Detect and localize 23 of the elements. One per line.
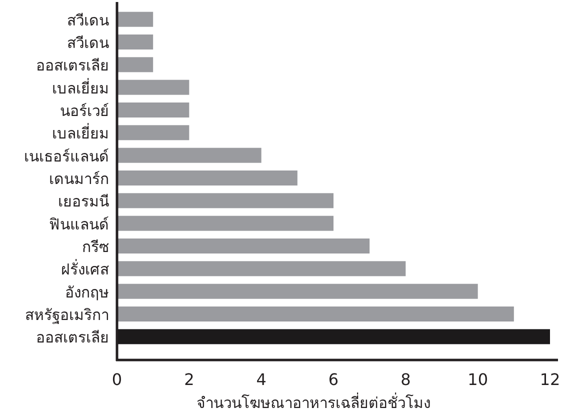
y-tick-label: สหรัฐอเมริกา [25, 306, 109, 324]
y-tick-label: ออสเตรเลีย [36, 328, 109, 347]
y-tick-label: เดนมาร์ก [49, 170, 109, 188]
x-tick-label: 10 [468, 370, 488, 389]
x-tick-label: 6 [328, 370, 339, 389]
y-tick-label: เบลเยี่ยม [52, 122, 109, 143]
x-tick-label: 4 [256, 370, 266, 389]
x-tick-label: 0 [112, 370, 122, 389]
y-tick-label: เบลเยี่ยม [52, 77, 109, 98]
y-tick-label: ฟินแลนด์ [49, 215, 109, 234]
y-tick-label: ฝรั่งเศส [61, 258, 109, 279]
x-tick-label: 12 [540, 370, 560, 389]
y-tick-label: อังกฤษ [65, 283, 109, 302]
y-tick-label: สวีเดน [67, 34, 109, 52]
y-tick-label: สวีเดน [67, 11, 109, 30]
x-axis-title: จำนวนโฆษณาอาหารเฉลี่ยต่อชั่วโมง [196, 392, 430, 412]
y-tick-label: เนเธอร์แลนด์ [24, 147, 109, 166]
x-tick-label: 8 [400, 370, 411, 389]
y-tick-label: กรีซ [82, 238, 109, 256]
x-tick-label: 2 [184, 370, 194, 389]
y-tick-label: นอร์เวย์ [60, 102, 109, 120]
y-tick-label: ออสเตรเลีย [36, 56, 109, 75]
y-tick-label: เยอรมนี [58, 192, 109, 211]
